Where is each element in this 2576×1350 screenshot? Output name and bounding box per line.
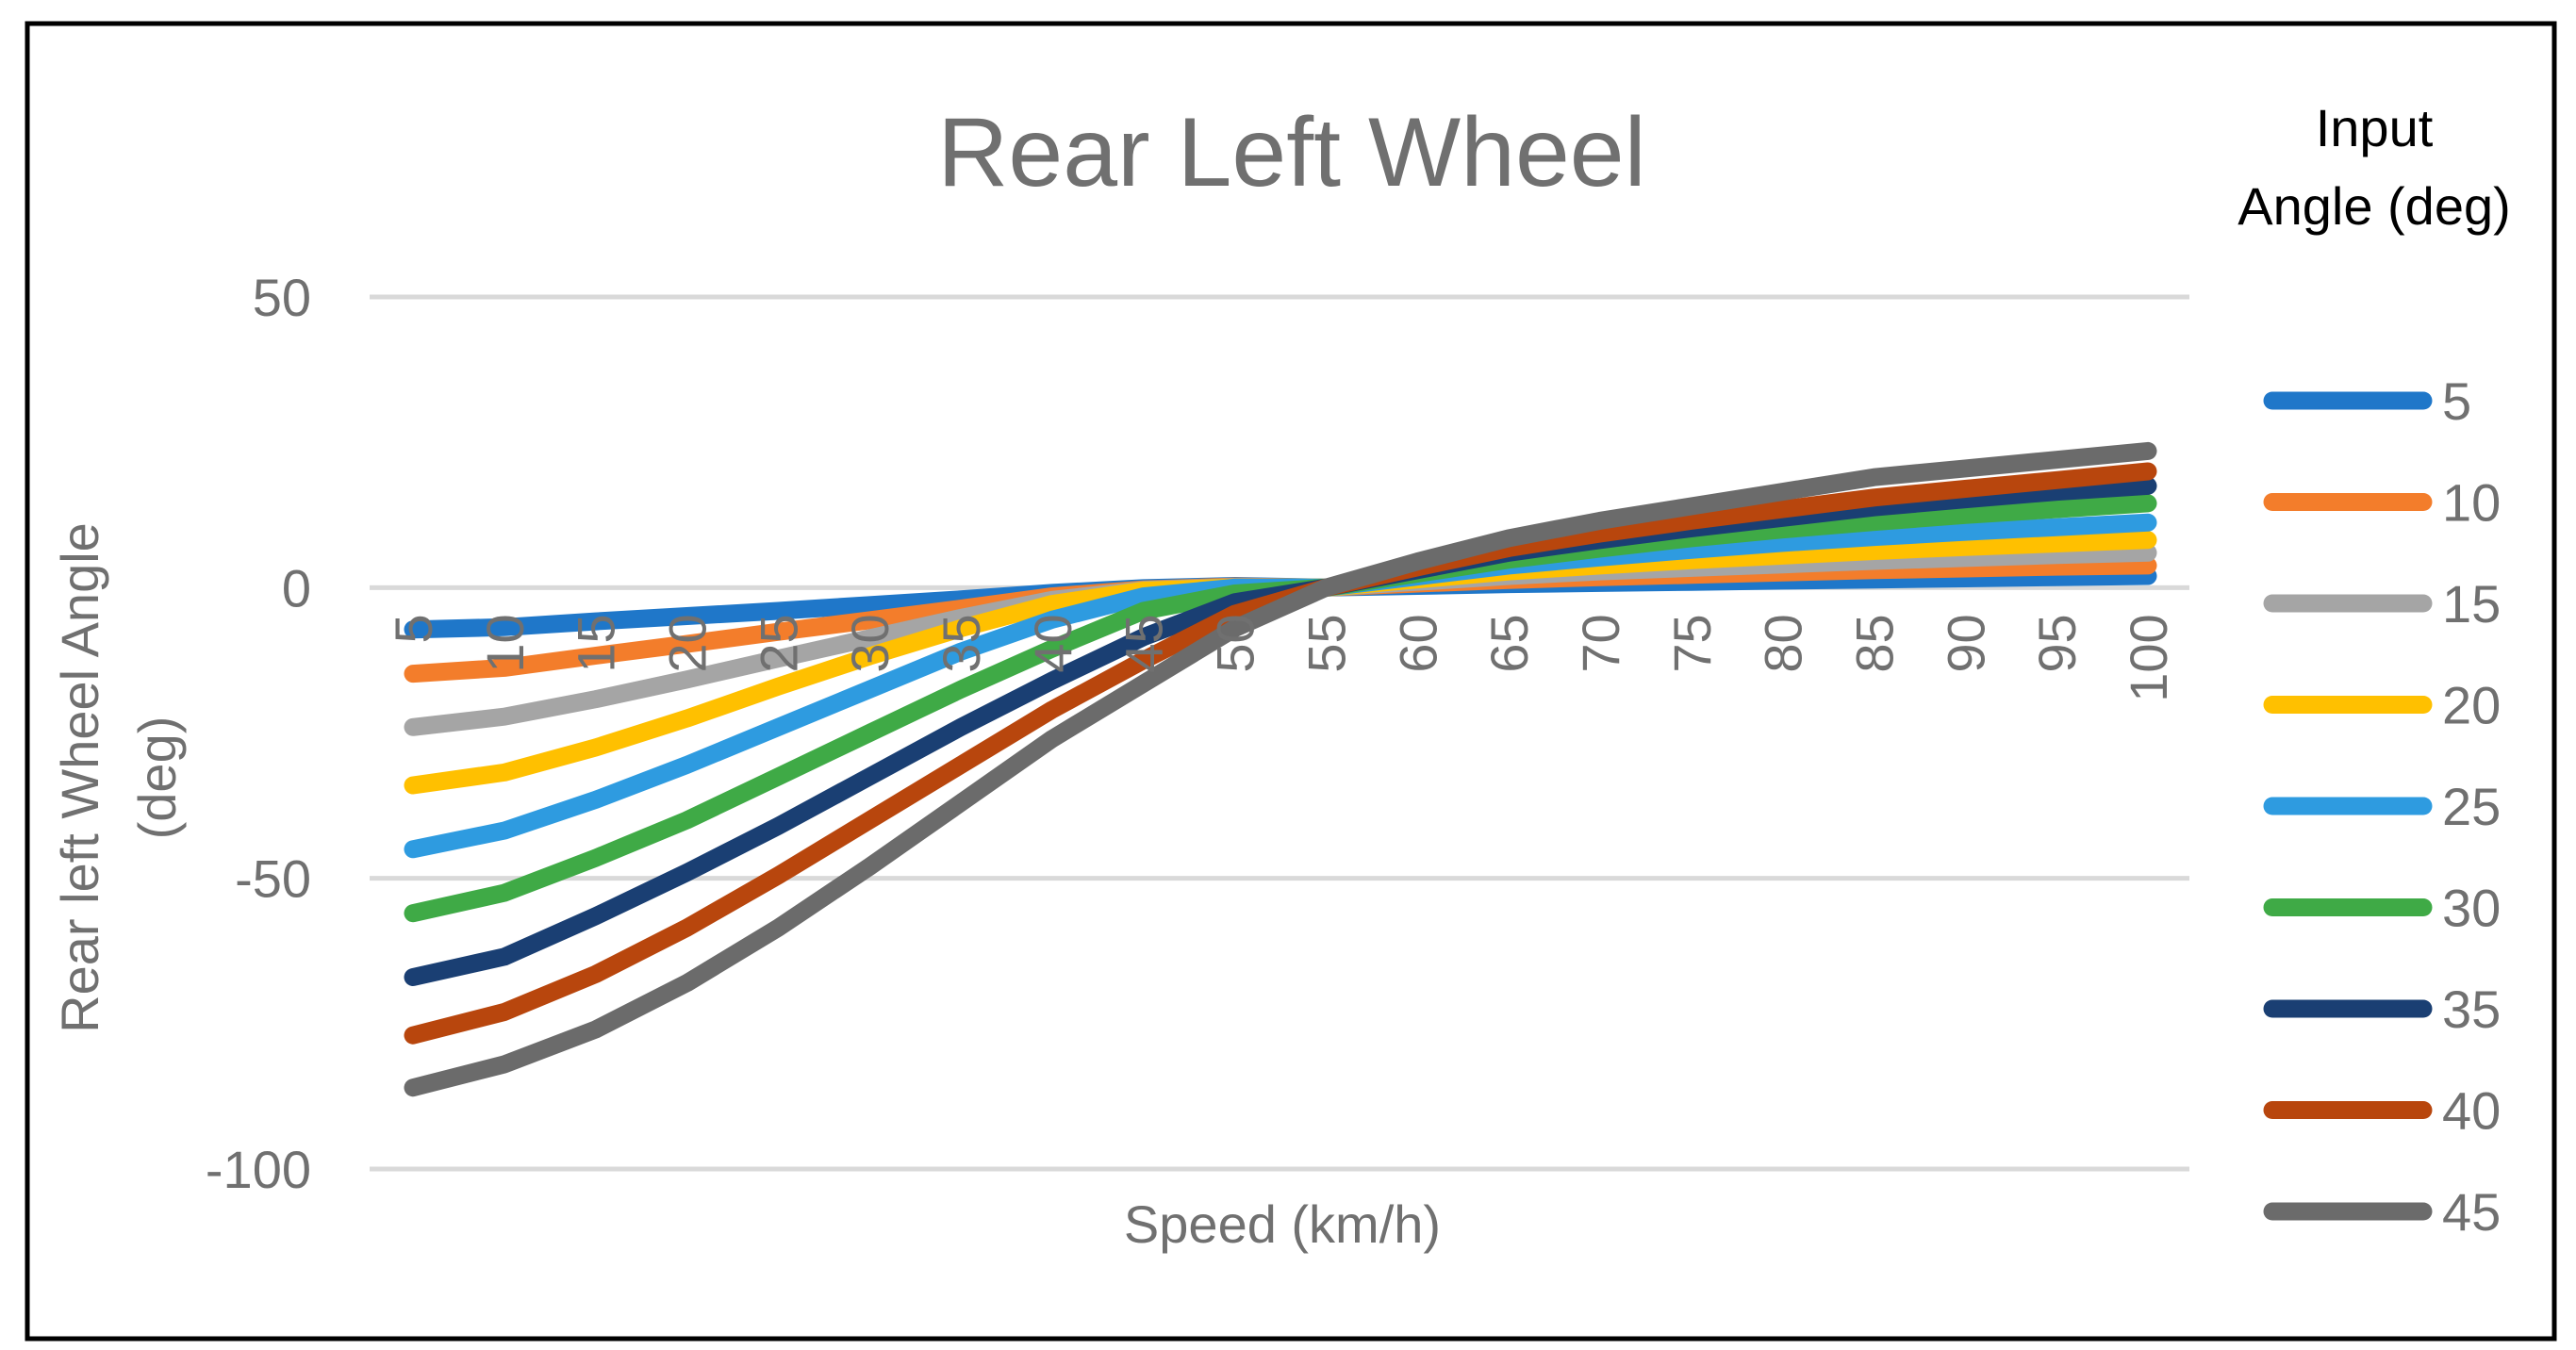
x-tick-label: 25 bbox=[749, 614, 808, 672]
x-tick-labels: 5 10 15 20 25 30 35 40 45 50 55 60 65 70 75 80 85 90 95 100 bbox=[384, 614, 2178, 701]
x-tick-label: 50 bbox=[1206, 614, 1265, 672]
x-tick-label: 95 bbox=[2027, 614, 2087, 672]
x-tick-label: 20 bbox=[658, 614, 718, 672]
legend-item-20: 20 bbox=[2263, 676, 2501, 735]
x-tick-label: 70 bbox=[1571, 614, 1630, 672]
legend-item-10: 10 bbox=[2263, 473, 2501, 533]
legend-label: 30 bbox=[2442, 879, 2501, 938]
y-axis-label-line2: (deg) bbox=[127, 716, 187, 840]
y-tick-label: -50 bbox=[235, 849, 311, 909]
legend-label: 5 bbox=[2442, 371, 2471, 431]
x-tick-label: 60 bbox=[1388, 614, 1447, 672]
legend-item-30: 30 bbox=[2263, 879, 2501, 938]
y-axis-label-line1: Rear left Wheel Angle bbox=[50, 522, 109, 1033]
x-tick-label: 100 bbox=[2119, 614, 2178, 701]
x-tick-label: 55 bbox=[1296, 614, 1356, 672]
y-tick-label: 0 bbox=[282, 558, 311, 617]
legend-title-line2: Angle (deg) bbox=[2237, 176, 2511, 236]
x-tick-label: 15 bbox=[567, 614, 626, 672]
x-tick-label: 90 bbox=[1936, 614, 1995, 672]
x-tick-label: 40 bbox=[1023, 614, 1082, 672]
legend-label: 45 bbox=[2442, 1182, 2501, 1242]
legend-label: 40 bbox=[2442, 1081, 2501, 1141]
x-tick-label: 45 bbox=[1115, 614, 1174, 672]
legend-item-45: 45 bbox=[2263, 1182, 2501, 1242]
x-tick-label: 85 bbox=[1844, 614, 1904, 672]
series-line-45 bbox=[404, 441, 2157, 1097]
chart-title: Rear Left Wheel bbox=[937, 98, 1645, 207]
x-tick-label: 30 bbox=[840, 614, 900, 672]
legend-label: 35 bbox=[2442, 980, 2501, 1039]
legend-label: 10 bbox=[2442, 473, 2501, 533]
y-tick-labels: 50 0 -50 -100 bbox=[206, 268, 311, 1199]
chart-frame bbox=[25, 21, 2557, 1342]
y-tick-label: -100 bbox=[206, 1140, 311, 1199]
x-tick-label: 10 bbox=[475, 614, 535, 672]
legend-label: 25 bbox=[2442, 777, 2501, 836]
legend-items: 5 10 15 20 25 30 35 40 45 bbox=[2263, 371, 2501, 1242]
x-tick-label: 5 bbox=[384, 614, 443, 643]
series-layer bbox=[404, 441, 2157, 1097]
x-axis-label: Speed (km/h) bbox=[1124, 1194, 1441, 1254]
legend-label: 20 bbox=[2442, 676, 2501, 735]
legend-item-15: 15 bbox=[2263, 574, 2501, 634]
x-tick-label: 35 bbox=[932, 614, 991, 672]
x-tick-label: 80 bbox=[1754, 614, 1813, 672]
legend: Input Angle (deg) 5 10 15 20 25 30 35 40 45 bbox=[2237, 98, 2511, 1242]
legend-item-25: 25 bbox=[2263, 777, 2501, 836]
x-tick-label: 65 bbox=[1479, 614, 1539, 672]
legend-label: 15 bbox=[2442, 574, 2501, 634]
legend-item-5: 5 bbox=[2263, 371, 2471, 431]
legend-item-40: 40 bbox=[2263, 1081, 2501, 1141]
legend-title-line1: Input bbox=[2316, 98, 2434, 157]
x-tick-label: 75 bbox=[1662, 614, 1722, 672]
legend-item-35: 35 bbox=[2263, 980, 2501, 1039]
y-tick-label: 50 bbox=[253, 268, 311, 327]
